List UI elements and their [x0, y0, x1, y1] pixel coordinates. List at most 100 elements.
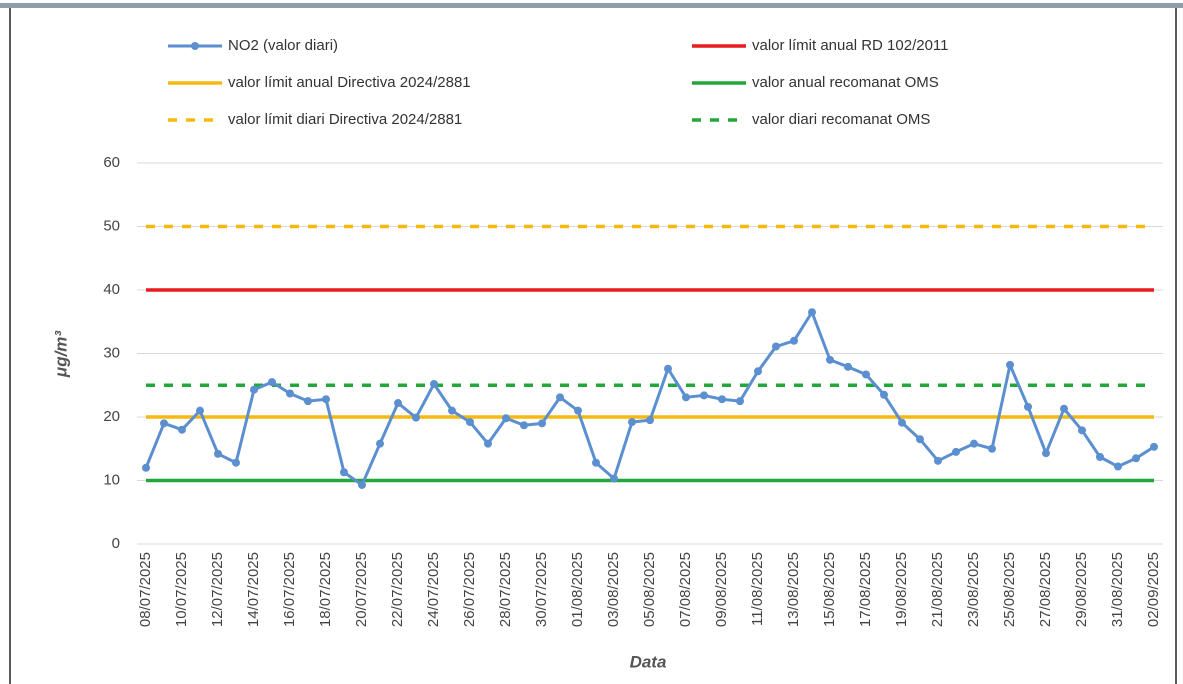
- y-tick-label: 40: [103, 281, 120, 298]
- data-point: [556, 393, 564, 402]
- x-tick-label: 19/08/2025: [893, 552, 910, 627]
- data-point: [502, 414, 510, 423]
- y-tick-label: 60: [103, 154, 120, 171]
- y-tick-label: 10: [103, 471, 120, 488]
- data-point: [898, 418, 906, 427]
- x-tick-label: 26/07/2025: [461, 552, 478, 627]
- legend-label: valor límit anual RD 102/2011: [752, 37, 949, 54]
- x-tick-label: 28/07/2025: [497, 552, 514, 627]
- y-tick-label: 20: [103, 408, 120, 425]
- data-point: [952, 447, 960, 456]
- data-point: [394, 399, 402, 408]
- x-tick-label: 17/08/2025: [857, 552, 874, 627]
- x-tick-label: 08/07/2025: [137, 552, 154, 627]
- x-tick-label: 21/08/2025: [929, 552, 946, 627]
- x-tick-label: 22/07/2025: [389, 552, 406, 627]
- x-tick-label: 15/08/2025: [821, 552, 838, 627]
- x-tick-label: 18/07/2025: [317, 552, 334, 627]
- data-point: [376, 439, 384, 448]
- data-point: [718, 395, 726, 404]
- data-point: [268, 378, 276, 387]
- x-tick-label: 11/08/2025: [749, 552, 766, 626]
- data-point: [466, 418, 474, 427]
- legend-label: valor anual recomanat OMS: [752, 74, 939, 91]
- x-tick-label: 14/07/2025: [245, 552, 262, 627]
- legend-marker: [191, 42, 199, 50]
- data-point: [412, 413, 420, 422]
- x-tick-label: 20/07/2025: [353, 552, 370, 627]
- data-point: [304, 397, 312, 406]
- data-point: [1006, 360, 1014, 369]
- data-point: [1096, 453, 1104, 462]
- x-tick-label: 13/08/2025: [785, 552, 802, 627]
- x-tick-label: 16/07/2025: [281, 552, 298, 627]
- data-point: [772, 342, 780, 351]
- data-point: [790, 336, 798, 345]
- data-point: [628, 418, 636, 427]
- data-point: [1114, 462, 1122, 471]
- data-point: [646, 416, 654, 425]
- data-point: [970, 439, 978, 448]
- x-tick-label: 07/08/2025: [677, 552, 694, 627]
- data-point: [664, 364, 672, 373]
- data-point: [1060, 404, 1068, 413]
- data-point: [448, 406, 456, 415]
- x-tick-label: 05/08/2025: [641, 552, 658, 627]
- x-tick-label: 09/08/2025: [713, 552, 730, 627]
- x-tick-label: 27/08/2025: [1037, 552, 1054, 627]
- x-tick-label: 02/09/2025: [1145, 552, 1162, 627]
- x-tick-label: 12/07/2025: [209, 552, 226, 627]
- data-point: [610, 474, 618, 483]
- data-point: [700, 391, 708, 400]
- data-line: [144, 310, 1155, 487]
- legend-label: valor diari recomanat OMS: [752, 111, 930, 128]
- data-point: [880, 390, 888, 399]
- data-point: [286, 389, 294, 398]
- x-tick-label: 01/08/2025: [569, 552, 586, 627]
- data-point: [232, 458, 240, 467]
- data-point: [826, 355, 834, 364]
- x-tick-label: 30/07/2025: [533, 552, 550, 627]
- y-tick-label: 30: [103, 344, 120, 361]
- x-axis-title: Data: [630, 652, 667, 671]
- legend-label: valor límit anual Directiva 2024/2881: [228, 74, 471, 91]
- data-point: [682, 393, 690, 402]
- data-point: [736, 397, 744, 406]
- y-tick-label: 50: [103, 217, 120, 234]
- data-point: [916, 435, 924, 444]
- data-point: [484, 439, 492, 448]
- x-tick-label: 25/08/2025: [1001, 552, 1018, 627]
- data-point: [1024, 402, 1032, 411]
- y-tick-label: 0: [112, 535, 120, 552]
- x-tick-label: 10/07/2025: [173, 552, 190, 627]
- data-point: [196, 406, 204, 415]
- data-point: [988, 444, 996, 453]
- data-point: [1078, 426, 1086, 435]
- top-bar: [0, 3, 1183, 8]
- x-tick-label: 31/08/2025: [1109, 552, 1126, 627]
- data-point: [340, 468, 348, 477]
- data-point: [214, 449, 222, 458]
- data-point: [1132, 454, 1140, 463]
- y-axis-title: μg/m³: [51, 330, 70, 378]
- x-tick-label: 24/07/2025: [425, 552, 442, 627]
- data-point: [1042, 449, 1050, 458]
- data-point: [178, 425, 186, 434]
- legend-label: NO2 (valor diari): [228, 37, 338, 54]
- data-point: [574, 406, 582, 415]
- data-point: [142, 463, 150, 472]
- data-point: [592, 458, 600, 467]
- data-point: [862, 370, 870, 379]
- data-point: [934, 456, 942, 465]
- data-point: [358, 480, 366, 489]
- data-point: [520, 421, 528, 430]
- data-point: [250, 385, 258, 394]
- data-point: [1150, 442, 1158, 451]
- data-point: [754, 367, 762, 376]
- data-point: [808, 308, 816, 317]
- x-tick-label: 23/08/2025: [965, 552, 982, 627]
- legend-label: valor límit diari Directiva 2024/2881: [228, 111, 462, 128]
- data-point: [538, 419, 546, 428]
- x-tick-label: 29/08/2025: [1073, 552, 1090, 627]
